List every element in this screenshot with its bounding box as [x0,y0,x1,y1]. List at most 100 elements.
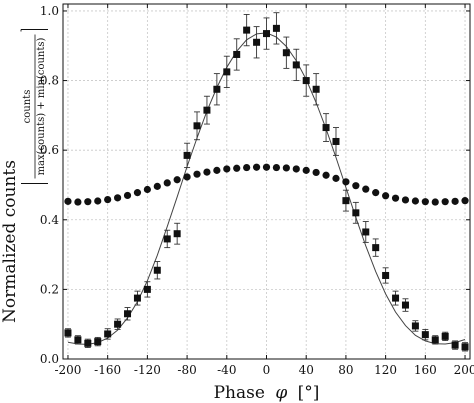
circle-data-point [104,195,112,204]
y-axis-label-denominator: max(counts) + min(counts) [36,37,47,175]
square-data-point [74,336,82,344]
y-axis-label-main: Normalized counts [0,160,20,323]
ticks-layer: -200 -160 -120 -80 -40 0 40 80 120 160 200 0.0 0.2 0.… [40,4,474,377]
x-tick-label: 200 [454,363,474,377]
y-tick-label: 0.4 [40,213,59,227]
square-data-point [233,50,241,58]
square-data-point [263,30,270,38]
x-tick-label: -80 [177,363,196,377]
square-data-point [133,294,141,302]
x-tick-label: 0 [263,363,271,377]
square-data-point [392,294,400,302]
x-axis-label-main: Phase [214,383,265,403]
circle-data-point [64,197,72,205]
square-data-point [213,85,221,93]
square-data-point [372,244,380,252]
square-data-point [272,24,280,32]
circle-data-point [411,197,420,205]
square-data-point [203,106,211,114]
square-data-point [253,38,261,46]
circle-data-point [133,189,142,197]
square-data-point [411,322,419,330]
square-data-point [282,49,290,57]
x-tick-label: -200 [54,363,81,377]
circle-data-point [123,191,132,200]
square-data-point [183,151,191,159]
square-data-point [322,124,330,132]
circle-data-point [213,166,221,174]
circle-data-point [451,197,459,205]
square-data-point [312,85,320,93]
circle-data-point [243,163,251,172]
square-data-point [84,339,92,347]
x-axis-label-symbol: φ [275,383,287,403]
circle-data-point [143,185,151,194]
square-data-point [104,330,112,338]
circle-data-point [302,166,310,174]
y-axis-label-numerator: counts [22,90,33,124]
square-data-point [401,301,409,309]
square-data-point [352,209,360,217]
circle-data-point [262,163,271,171]
square-data-point [163,235,171,243]
square-data-point [143,285,151,293]
circle-data-point [431,198,439,206]
y-tick-label: 1.0 [40,4,59,18]
x-tick-label: 80 [338,363,353,377]
circle-data-point [372,189,380,197]
circle-data-point [252,163,261,171]
square-data-point [431,336,439,344]
circle-data-point [84,198,92,206]
square-data-point [292,61,300,69]
circle-data-point [322,171,330,179]
x-tick-label: 120 [374,363,397,377]
square-data-point [342,197,350,205]
x-axis-label-unit: [°] [298,383,320,403]
square-data-point [193,122,201,130]
markers-layer [64,24,469,351]
x-tick-label: -160 [94,363,121,377]
square-data-point [223,68,231,76]
square-data-point [64,329,72,337]
square-data-point [362,228,370,236]
square-data-point [332,137,340,145]
circle-data-point [183,173,191,181]
square-data-point [124,310,132,318]
circle-data-point [401,196,410,204]
square-data-point [173,230,181,238]
circle-data-point [233,164,241,172]
circle-data-point [391,194,400,202]
square-data-point [302,77,310,85]
square-data-point [461,343,469,351]
circle-data-point [312,168,320,177]
circle-data-point [441,198,449,206]
square-data-point [451,341,459,349]
x-axis-label: Phase φ [°] [214,383,320,403]
circle-data-point [94,197,102,205]
circle-data-point [163,179,171,187]
y-axis-label-bracket [20,29,48,184]
square-data-point [114,320,122,328]
x-tick-label: 40 [299,363,314,377]
square-data-point [94,338,102,346]
circle-data-point [113,194,122,202]
x-tick-label: -120 [134,363,161,377]
circle-data-point [382,192,390,200]
circle-data-point [74,198,82,206]
circle-data-point [272,163,281,172]
y-tick-label: 0.2 [40,282,59,296]
x-tick-label: 160 [414,363,437,377]
x-tick-label: -40 [217,363,236,377]
circle-data-point [342,178,350,186]
circle-data-point [461,197,469,205]
y-tick-label: 0.6 [40,143,59,157]
square-data-point [382,271,390,279]
square-data-point [153,266,161,274]
square-data-point [441,332,449,340]
y-tick-label: 0.8 [40,74,59,88]
square-data-point [243,26,251,34]
circle-data-point [203,168,211,176]
circle-data-point [362,185,370,193]
circle-data-point [332,174,340,182]
